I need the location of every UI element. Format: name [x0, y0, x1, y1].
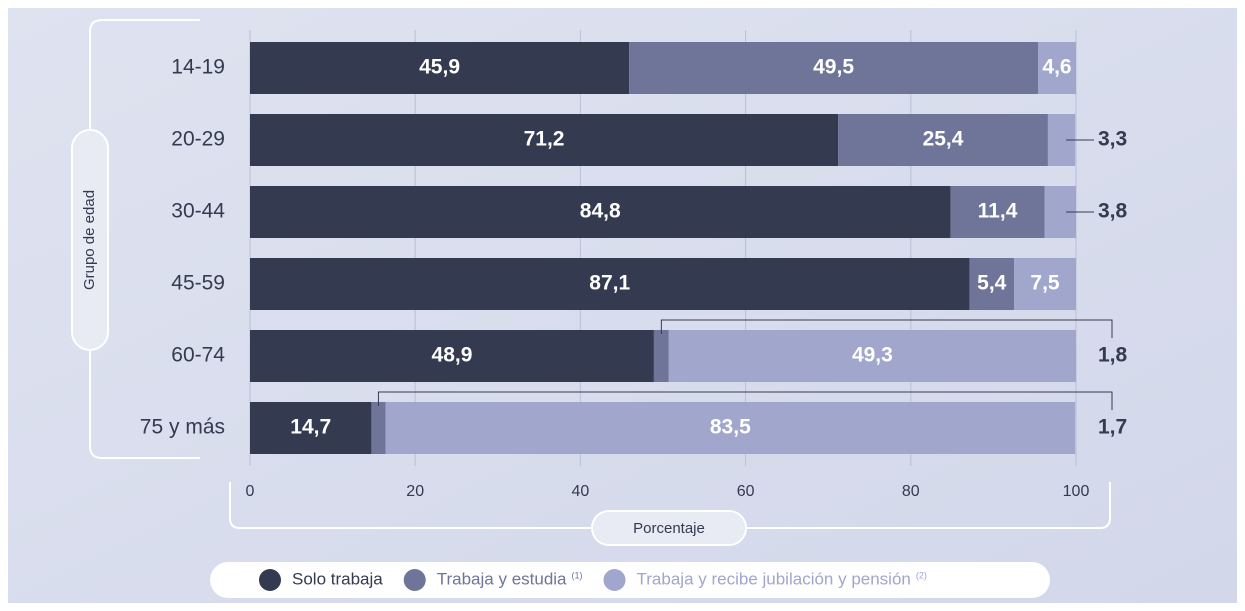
- bar-segment: [250, 42, 630, 94]
- value-label: 14,7: [290, 416, 331, 439]
- x-tick-label: 0: [246, 483, 255, 500]
- value-label: 49,3: [852, 344, 893, 367]
- bar-segment: [371, 402, 386, 454]
- legend-swatch: [403, 569, 426, 591]
- value-label: 48,9: [432, 344, 473, 367]
- y-tick-label: 30-44: [171, 200, 225, 223]
- bar-segment: [385, 402, 1076, 454]
- bar-segment: [950, 186, 1045, 238]
- value-label: 7,5: [1030, 272, 1060, 295]
- y-tick-label: 45-59: [171, 272, 225, 295]
- y-tick-label: 75 y más: [140, 416, 225, 439]
- x-tick-label: 20: [406, 483, 424, 500]
- y-tick-label: 20-29: [171, 128, 225, 151]
- bar-segment: [1038, 42, 1076, 94]
- bar-segment: [969, 258, 1015, 310]
- bar-segment: [629, 42, 1039, 94]
- value-label: 3,8: [1098, 200, 1128, 223]
- value-label: 84,8: [580, 200, 621, 223]
- value-label: 4,6: [1042, 56, 1071, 79]
- bar-segment: [653, 330, 669, 382]
- bar-segment: [668, 330, 1076, 382]
- legend-label: Solo trabaja: [292, 569, 383, 588]
- value-label: 71,2: [524, 128, 565, 151]
- legend-swatch: [259, 569, 281, 591]
- bar-segment: [1014, 258, 1076, 310]
- value-label: 49,5: [813, 56, 854, 79]
- legend-label: Trabaja y estudia: [437, 569, 567, 588]
- value-label: 1,7: [1098, 416, 1127, 439]
- value-label: 87,1: [589, 272, 630, 295]
- bar-segment: [838, 114, 1048, 166]
- legend-note: (2): [916, 570, 927, 580]
- value-label: 45,9: [419, 56, 460, 79]
- x-tick-label: 100: [1063, 483, 1090, 500]
- x-tick-label: 40: [572, 483, 590, 500]
- y-tick-label: 14-19: [171, 56, 225, 79]
- bar-segment: [250, 186, 951, 238]
- bar-segment: [250, 258, 970, 310]
- legend-label: Trabaja y recibe jubilación y pensión: [637, 569, 911, 588]
- y-tick-label: 60-74: [171, 344, 225, 367]
- bar-segment: [250, 330, 654, 382]
- x-tick-label: 80: [902, 483, 920, 500]
- value-label: 25,4: [923, 128, 964, 151]
- bar-segment: [250, 402, 372, 454]
- label-connector: [377, 391, 1113, 410]
- value-label: 5,4: [977, 272, 1007, 295]
- value-label: 11,4: [978, 200, 1018, 223]
- legend-swatch: [603, 569, 626, 591]
- label-connector: [660, 319, 1113, 338]
- x-axis-label: Porcentaje: [633, 520, 705, 537]
- x-label-pill: [591, 510, 747, 546]
- y-bracket: [89, 19, 200, 459]
- value-label: 83,5: [710, 416, 751, 439]
- y-axis-label: Grupo de edad: [81, 190, 98, 290]
- legend-note: (1): [572, 570, 583, 580]
- value-label: 1,8: [1098, 344, 1128, 367]
- bar-segment: [250, 114, 839, 166]
- value-label: 3,3: [1098, 128, 1127, 151]
- x-bracket: [229, 482, 1111, 529]
- y-label-pill: [71, 129, 109, 351]
- x-tick-label: 60: [737, 483, 755, 500]
